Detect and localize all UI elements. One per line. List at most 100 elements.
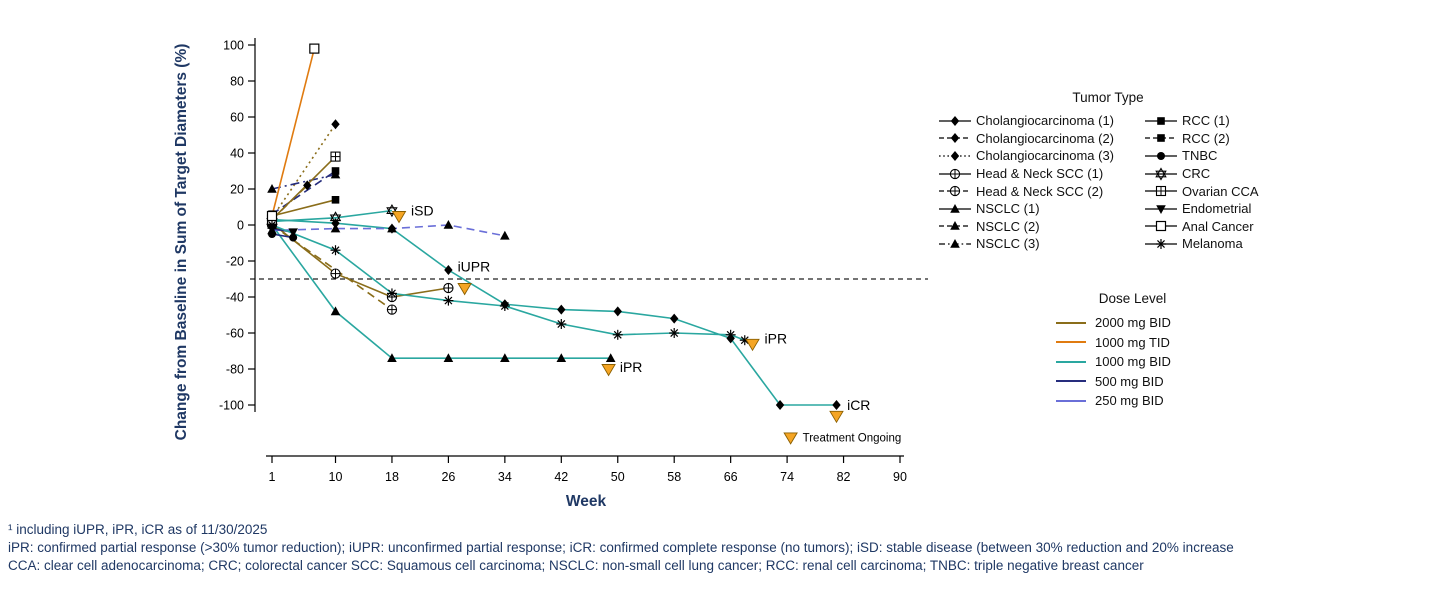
svg-text:66: 66 bbox=[724, 470, 738, 484]
svg-text:Treatment Ongoing: Treatment Ongoing bbox=[803, 432, 902, 444]
legend-item-label: Cholangiocarcinoma (3) bbox=[976, 148, 1115, 164]
legend-item: Cholangiocarcinoma (2) bbox=[938, 130, 1144, 148]
svg-text:60: 60 bbox=[230, 111, 244, 125]
triangle-down-icon bbox=[1144, 202, 1178, 216]
diamond-icon bbox=[938, 149, 972, 163]
triangle-icon bbox=[938, 202, 972, 216]
tumor-legend-col1: Cholangiocarcinoma (1) Cholangiocarcinoma… bbox=[938, 112, 1144, 253]
circle-plus-icon bbox=[938, 167, 972, 181]
dose-legend-items: 2000 mg BID 1000 mg TID 1000 mg BID 500 mg … bbox=[1040, 313, 1225, 411]
tumor-type-legend: Tumor Type Cholangiocarcinoma (1) Cholang… bbox=[938, 90, 1278, 253]
legend-item: NSCLC (2) bbox=[938, 218, 1144, 236]
svg-text:42: 42 bbox=[554, 470, 568, 484]
svg-text:-20: -20 bbox=[226, 255, 244, 269]
square-icon bbox=[1144, 131, 1178, 145]
legend-item: Head & Neck SCC (1) bbox=[938, 165, 1144, 183]
legend-item-label: RCC (2) bbox=[1182, 130, 1230, 146]
legend-item: Melanoma bbox=[1144, 235, 1276, 253]
svg-text:74: 74 bbox=[780, 470, 794, 484]
dose-legend-item: 250 mg BID bbox=[1040, 391, 1225, 411]
dose-level-legend: Dose Level 2000 mg BID 1000 mg TID 1000 mg… bbox=[1040, 291, 1225, 411]
svg-text:20: 20 bbox=[230, 183, 244, 197]
dose-legend-label: 1000 mg TID bbox=[1095, 334, 1170, 350]
triangle-icon bbox=[938, 219, 972, 233]
diamond-icon bbox=[938, 131, 972, 145]
legend-item: RCC (2) bbox=[1144, 130, 1276, 148]
dose-legend-item: 1000 mg TID bbox=[1040, 333, 1225, 353]
legend-item: RCC (1) bbox=[1144, 112, 1276, 130]
legend-item-label: NSCLC (1) bbox=[976, 201, 1040, 217]
legend-item: Head & Neck SCC (2) bbox=[938, 182, 1144, 200]
svg-text:-60: -60 bbox=[226, 327, 244, 341]
dose-color-swatch bbox=[1056, 321, 1086, 324]
legend-item-label: Ovarian CCA bbox=[1182, 183, 1259, 199]
legend-item-label: Head & Neck SCC (2) bbox=[976, 183, 1104, 199]
legend-item-label: Cholangiocarcinoma (2) bbox=[976, 130, 1115, 146]
tumor-legend-col2: RCC (1) RCC (2) TNBC CRC Ovarian CCA Endometr… bbox=[1144, 112, 1276, 253]
asterisk-icon bbox=[1144, 237, 1178, 251]
dose-legend-label: 2000 mg BID bbox=[1095, 315, 1171, 331]
footnote-2: iPR: confirmed partial response (>30% tu… bbox=[8, 539, 1234, 555]
svg-text:-40: -40 bbox=[226, 291, 244, 305]
svg-text:-80: -80 bbox=[226, 363, 244, 377]
svg-text:100: 100 bbox=[223, 39, 244, 53]
footnote-3: CCA: clear cell adenocarcinoma; CRC; col… bbox=[8, 557, 1144, 573]
legend-item: TNBC bbox=[1144, 147, 1276, 165]
footnotes: ¹ including iUPR, iPR, iCR as of 11/30/2… bbox=[8, 523, 1428, 576]
legend-item-label: Head & Neck SCC (1) bbox=[976, 166, 1104, 182]
svg-text:0: 0 bbox=[237, 219, 244, 233]
svg-text:82: 82 bbox=[837, 470, 851, 484]
tumor-legend-columns: Cholangiocarcinoma (1) Cholangiocarcinoma… bbox=[938, 112, 1278, 253]
y-axis-title: Change from Baseline in Sum of Target Di… bbox=[173, 44, 190, 441]
dose-legend-label: 1000 mg BID bbox=[1095, 354, 1171, 370]
svg-text:iPR: iPR bbox=[620, 359, 643, 375]
svg-text:iPR: iPR bbox=[765, 330, 788, 346]
svg-text:1: 1 bbox=[269, 470, 276, 484]
svg-text:iUPR: iUPR bbox=[458, 258, 491, 274]
svg-text:iCR: iCR bbox=[847, 397, 870, 413]
tumor-legend-title: Tumor Type bbox=[1072, 90, 1144, 105]
legend-item-label: Anal Cancer bbox=[1182, 218, 1254, 234]
legend-item: Anal Cancer bbox=[1144, 218, 1276, 236]
dose-color-swatch bbox=[1056, 341, 1086, 344]
svg-text:80: 80 bbox=[230, 75, 244, 89]
dose-color-swatch bbox=[1056, 380, 1086, 383]
square-plus-icon bbox=[1144, 184, 1178, 198]
dose-legend-item: 2000 mg BID bbox=[1040, 313, 1225, 333]
legend-item-label: Melanoma bbox=[1182, 236, 1243, 252]
svg-text:26: 26 bbox=[441, 470, 455, 484]
legend-item: Cholangiocarcinoma (3) bbox=[938, 147, 1144, 165]
diamond-icon bbox=[938, 114, 972, 128]
legend-item-label: NSCLC (2) bbox=[976, 218, 1040, 234]
legend-item: NSCLC (3) bbox=[938, 235, 1144, 253]
chart: 100 80 60 40 20 0 -20 -40 -60 -80 -100 1 10 18 26 34 42 5… bbox=[173, 38, 928, 510]
x-axis-title: Week bbox=[566, 493, 607, 510]
svg-text:10: 10 bbox=[329, 470, 343, 484]
open-square-icon bbox=[1144, 219, 1178, 233]
dose-color-swatch bbox=[1056, 399, 1086, 402]
legend-item-label: RCC (1) bbox=[1182, 113, 1230, 129]
svg-text:40: 40 bbox=[230, 147, 244, 161]
legend-item-label: Endometrial bbox=[1182, 201, 1252, 217]
legend-item: CRC bbox=[1144, 165, 1276, 183]
svg-text:iSD: iSD bbox=[411, 203, 434, 219]
triangle-icon bbox=[938, 237, 972, 251]
circle-icon bbox=[1144, 149, 1178, 163]
footnote-1: ¹ including iUPR, iPR, iCR as of 11/30/2… bbox=[8, 522, 268, 537]
star6-icon bbox=[1144, 166, 1178, 181]
legend-item: Ovarian CCA bbox=[1144, 182, 1276, 200]
svg-text:-100: -100 bbox=[219, 399, 244, 413]
legend-item-label: CRC bbox=[1182, 166, 1211, 182]
dose-legend-title: Dose Level bbox=[1098, 291, 1167, 306]
dose-legend-item: 1000 mg BID bbox=[1040, 352, 1225, 372]
legend-item: Endometrial bbox=[1144, 200, 1276, 218]
legend-item-label: Cholangiocarcinoma (1) bbox=[976, 113, 1115, 129]
legend-item: NSCLC (1) bbox=[938, 200, 1144, 218]
svg-text:50: 50 bbox=[611, 470, 625, 484]
dose-legend-label: 250 mg BID bbox=[1095, 393, 1164, 409]
legend-item-label: TNBC bbox=[1182, 148, 1218, 164]
dose-color-swatch bbox=[1056, 360, 1086, 363]
legend-item: Cholangiocarcinoma (1) bbox=[938, 112, 1144, 130]
